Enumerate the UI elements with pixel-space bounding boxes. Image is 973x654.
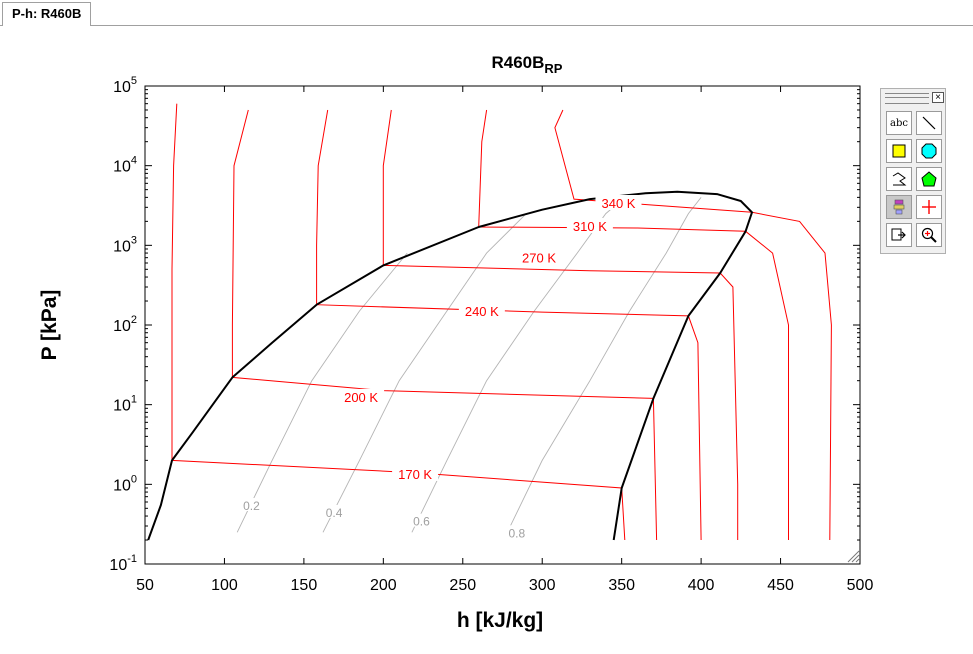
isotherm-label: 200 K <box>344 390 378 405</box>
isotherm-line <box>231 109 658 541</box>
crosshair-tool-icon <box>922 200 936 214</box>
zoom-tool-button[interactable] <box>916 223 942 247</box>
y-tick-label: 104 <box>113 155 137 176</box>
x-tick-label: 100 <box>211 577 238 594</box>
polygon-tool-button[interactable] <box>916 167 942 191</box>
tab-bar: P-h: R460B <box>0 0 973 26</box>
toolbar-close-icon[interactable]: × <box>932 92 944 103</box>
isotherm-line <box>382 109 739 540</box>
x-tick-label: 150 <box>291 577 318 594</box>
quality-lines <box>236 197 702 533</box>
polygon-tool-icon <box>921 171 937 187</box>
rectangle-tool-icon <box>892 144 906 158</box>
isotherm-label-bg <box>338 388 385 404</box>
text-tool-button[interactable]: abc <box>886 111 912 135</box>
y-tick-label: 102 <box>113 314 137 335</box>
quality-label: 0.4 <box>326 506 343 520</box>
polyline-tool-icon <box>892 172 907 186</box>
isotherm-line <box>554 109 832 541</box>
quality-label: 0.2 <box>243 499 260 513</box>
isotherm-label-bg <box>392 465 439 481</box>
quality-line <box>322 213 527 533</box>
align-tool-button[interactable] <box>886 195 912 219</box>
align-tool-icon <box>893 199 905 215</box>
quality-label: 0.8 <box>508 526 525 540</box>
quality-label: 0.6 <box>413 515 430 529</box>
saturation-dome <box>147 190 753 541</box>
quality-line <box>506 197 702 533</box>
isotherm-label: 340 K <box>601 196 635 211</box>
isotherm-label: 310 K <box>573 219 607 234</box>
isotherm-label-bg <box>595 194 642 210</box>
x-tick-label: 50 <box>136 577 154 594</box>
line-tool-icon <box>922 116 936 130</box>
rectangle-tool-button[interactable] <box>886 139 912 163</box>
quality-line <box>411 199 622 533</box>
export-tool-button[interactable] <box>886 223 912 247</box>
y-axis-label: P [kPa] <box>38 290 61 361</box>
chart-title-subscript: RP <box>544 61 562 76</box>
polyline-tool-button[interactable] <box>886 167 912 191</box>
crosshair-tool-button[interactable] <box>916 195 942 219</box>
saturation-curve <box>147 190 753 541</box>
x-axis-ticks: 50 100 150 200 250 300 350 400 450 500 <box>136 86 873 594</box>
chart-title: R460BRP <box>492 53 563 76</box>
ph-chart: 170 K 200 K 240 K 270 K 310 K 340 K 0.2 0.4 0.6 0… <box>38 53 873 632</box>
quality-label-bg <box>321 504 347 518</box>
isotherm-label: 270 K <box>522 251 556 266</box>
plot-frame <box>144 85 861 565</box>
y-tick-label: 101 <box>113 394 137 415</box>
y-axis-ticks: 10-1 100 101 102 103 104 105 <box>109 75 860 574</box>
quality-label-bg <box>408 513 434 527</box>
quality-line <box>236 252 408 533</box>
tab-ph-r460b[interactable]: P-h: R460B <box>2 2 92 26</box>
isotherm-label-bg <box>516 249 563 265</box>
quality-label-bg <box>238 498 264 512</box>
quality-label-bg <box>504 525 530 539</box>
y-tick-label: 100 <box>113 473 137 494</box>
x-tick-label: 450 <box>767 577 794 594</box>
isotherm-label-bg <box>458 302 505 318</box>
x-tick-label: 250 <box>449 577 476 594</box>
isotherm-label: 170 K <box>398 467 432 482</box>
curve-labels: 170 K 200 K 240 K 270 K 310 K 340 K 0.2 0.4 0.6 0… <box>238 194 642 540</box>
x-tick-label: 200 <box>370 577 397 594</box>
octagon-tool-icon <box>921 143 937 159</box>
x-tick-label: 400 <box>688 577 715 594</box>
x-tick-label: 500 <box>847 577 874 594</box>
isotherm-line <box>316 109 702 541</box>
x-tick-label: 350 <box>608 577 635 594</box>
drawing-toolbar: × abc <box>880 88 946 254</box>
chart-title-main: R460B <box>492 53 545 72</box>
resize-grip-icon[interactable] <box>846 549 860 563</box>
x-axis-label: h [kJ/kg] <box>457 609 543 632</box>
export-tool-icon <box>891 228 906 241</box>
line-tool-button[interactable] <box>916 111 942 135</box>
isotherm-lines <box>171 103 832 541</box>
toolbar-grip-icon[interactable] <box>885 93 929 104</box>
isotherm-line <box>478 109 789 540</box>
isotherm-label: 240 K <box>465 304 499 319</box>
zoom-tool-icon <box>921 227 937 243</box>
x-tick-label: 300 <box>529 577 556 594</box>
text-tool-icon: abc <box>890 117 908 129</box>
octagon-tool-button[interactable] <box>916 139 942 163</box>
y-tick-label: 103 <box>113 234 137 255</box>
y-tick-label: 105 <box>113 75 137 96</box>
y-tick-label: 10-1 <box>109 553 137 574</box>
isotherm-label-bg <box>566 217 613 233</box>
